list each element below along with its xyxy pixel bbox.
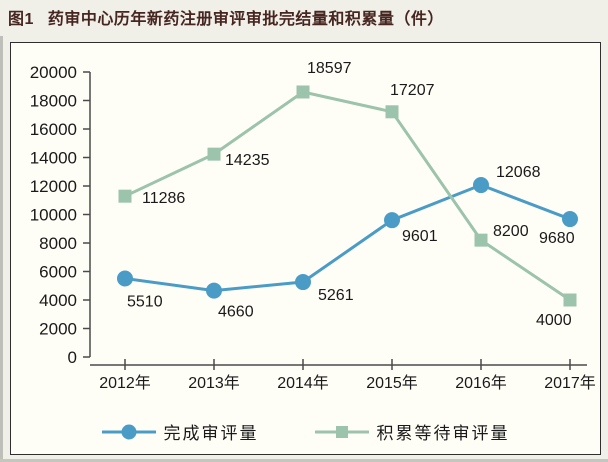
y-tick-label: 4000 bbox=[39, 291, 77, 310]
y-tick-label: 8000 bbox=[39, 234, 77, 253]
y-tick-label: 20000 bbox=[30, 63, 77, 82]
legend-item: 积累等待审评量 bbox=[314, 419, 510, 444]
data-point bbox=[117, 270, 133, 287]
y-tick-label: 14000 bbox=[30, 149, 77, 168]
x-tick-label: 2012年 bbox=[99, 374, 151, 392]
value-label: 17207 bbox=[390, 82, 435, 99]
data-point bbox=[296, 85, 310, 99]
figure-title-text: 药审中心历年新药注册审评审批完结量和积累量（件） bbox=[47, 11, 444, 28]
x-tick-label: 2015年 bbox=[366, 374, 418, 392]
data-point bbox=[206, 282, 222, 299]
scan-edge-left bbox=[0, 36, 3, 462]
scan-edge-bottom bbox=[0, 459, 608, 462]
value-label: 5510 bbox=[127, 293, 163, 310]
y-tick-label: 18000 bbox=[30, 92, 77, 111]
chart-legend: 完成审评量 积累等待审评量 bbox=[11, 409, 600, 454]
y-tick-label: 16000 bbox=[30, 120, 77, 139]
data-point bbox=[385, 105, 399, 119]
value-label: 11286 bbox=[142, 190, 185, 207]
legend-swatch-circle-icon bbox=[101, 424, 156, 439]
value-label: 9601 bbox=[402, 228, 438, 245]
data-point bbox=[473, 177, 489, 194]
value-label: 8200 bbox=[493, 223, 529, 240]
legend-label: 积累等待审评量 bbox=[376, 424, 510, 443]
series-line-0 bbox=[124, 183, 571, 293]
chart-container: 0 2000 4000 6000 8000 10000 12000 14000 16000 180… bbox=[10, 42, 601, 455]
data-point bbox=[474, 233, 488, 247]
x-tick-label: 2014年 bbox=[277, 374, 329, 392]
series-line-1 bbox=[124, 90, 571, 302]
legend-item: 完成审评量 bbox=[101, 419, 259, 444]
legend-label: 完成审评量 bbox=[163, 424, 259, 443]
value-label: 18597 bbox=[307, 60, 352, 77]
figure-label: 图1 bbox=[8, 11, 34, 28]
data-point bbox=[207, 147, 221, 161]
y-tick-label: 10000 bbox=[30, 206, 77, 225]
x-tick-label: 2017年 bbox=[544, 374, 596, 392]
y-tick-label: 2000 bbox=[39, 320, 77, 339]
value-label: 9680 bbox=[539, 230, 575, 247]
data-point bbox=[295, 274, 311, 291]
data-point bbox=[118, 189, 132, 203]
line-chart: 0 2000 4000 6000 8000 10000 12000 14000 16000 180… bbox=[30, 60, 596, 392]
value-label: 4000 bbox=[536, 312, 572, 329]
x-tick-label: 2016年 bbox=[455, 374, 507, 392]
x-tick-label: 2013年 bbox=[188, 374, 240, 392]
data-point bbox=[563, 293, 577, 307]
value-label: 4660 bbox=[218, 304, 254, 321]
value-label: 5261 bbox=[318, 287, 354, 304]
y-tick-label: 12000 bbox=[30, 177, 77, 196]
value-label: 14235 bbox=[225, 152, 270, 169]
legend-swatch-square-icon bbox=[314, 425, 369, 438]
y-tick-label: 0 bbox=[68, 348, 77, 367]
y-tick-label: 6000 bbox=[39, 263, 77, 282]
figure-title: 图1 药审中心历年新药注册审评审批完结量和积累量（件） bbox=[8, 5, 444, 29]
data-point bbox=[562, 211, 578, 228]
data-point bbox=[384, 212, 400, 229]
value-label: 12068 bbox=[496, 164, 541, 181]
